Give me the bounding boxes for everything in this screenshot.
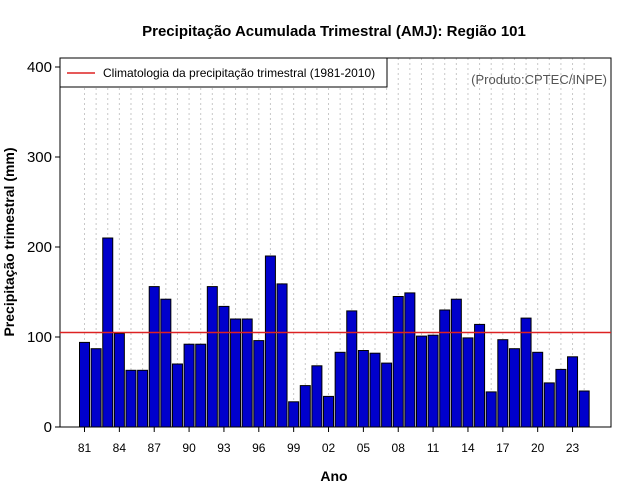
bar-2017	[497, 339, 509, 428]
bar-1994	[230, 318, 242, 428]
legend: Climatologia da precipitação trimestral …	[59, 57, 388, 88]
bars	[79, 237, 590, 428]
bar-2002	[323, 395, 335, 428]
bar-2003	[334, 351, 346, 428]
bar-1982	[90, 348, 102, 428]
grid-lines	[84, 58, 585, 427]
x-tick-label: 87	[148, 441, 162, 455]
x-tick-label: 90	[182, 441, 196, 455]
bar-1988	[160, 298, 172, 428]
bar-2019	[520, 317, 532, 428]
bar-1989	[171, 363, 183, 428]
bar-1992	[206, 286, 218, 428]
bar-1996	[253, 340, 265, 428]
y-tick-label: 300	[27, 149, 52, 166]
bar-2010	[415, 335, 427, 428]
x-axis: 81 84 87 90 93 96 99 02 05 08 11 14 17 20 23	[78, 426, 580, 455]
x-tick-label: 93	[217, 441, 231, 455]
x-tick-label: 99	[287, 441, 301, 455]
bar-1985	[125, 369, 137, 428]
bar-2014	[462, 337, 474, 428]
x-tick-label: 14	[461, 441, 475, 455]
bar-2007	[381, 362, 393, 428]
x-axis-label: Ano	[320, 468, 347, 484]
bar-2024	[578, 390, 590, 428]
y-tick-label: 0	[44, 419, 52, 436]
bar-1987	[148, 286, 160, 428]
bar-1997	[264, 255, 276, 428]
bar-2013	[450, 298, 462, 428]
bar-1999	[288, 401, 300, 428]
bar-1993	[218, 305, 230, 428]
x-tick-label: 11	[427, 441, 440, 455]
x-tick-label: 20	[531, 441, 545, 455]
bar-2005	[357, 350, 369, 428]
bar-1986	[137, 369, 149, 428]
y-axis-label: Precipitação trimestral (mm)	[1, 147, 17, 336]
y-tick-label: 100	[27, 329, 52, 346]
bar-1984	[113, 332, 125, 428]
chart-title: Precipitação Acumulada Trimestral (AMJ):…	[142, 23, 526, 40]
bar-2018	[508, 348, 520, 428]
bar-2023	[567, 356, 579, 428]
bar-2012	[439, 309, 451, 428]
bar-1991	[195, 343, 207, 428]
x-tick-label: 96	[252, 441, 266, 455]
bar-2008	[392, 296, 404, 428]
y-tick-label: 200	[27, 239, 52, 256]
x-tick-label: 02	[322, 441, 336, 455]
bar-2001	[311, 365, 323, 428]
x-tick-label: 05	[357, 441, 371, 455]
x-tick-label: 81	[78, 441, 92, 455]
y-axis: 0 100 200 300 400	[27, 59, 60, 436]
bar-1981	[79, 341, 90, 428]
y-tick-label: 400	[27, 59, 52, 76]
bar-2016	[485, 391, 497, 428]
x-tick-label: 08	[392, 441, 406, 455]
bar-2021	[543, 382, 555, 428]
x-tick-label: 23	[566, 441, 580, 455]
bar-2004	[346, 310, 358, 428]
bar-2006	[369, 352, 381, 428]
bar-2015	[474, 323, 486, 428]
legend-label: Climatologia da precipitação trimestral …	[103, 66, 375, 80]
bar-2011	[427, 334, 439, 428]
bar-2009	[404, 292, 416, 428]
bar-2020	[532, 351, 544, 428]
x-tick-label: 84	[113, 441, 127, 455]
source-annotation: (Produto:CPTEC/INPE)	[471, 72, 607, 87]
bar-2000	[299, 385, 311, 428]
bar-1998	[276, 283, 288, 428]
bar-1995	[241, 318, 253, 428]
bar-1990	[183, 343, 195, 428]
x-tick-label: 17	[496, 441, 510, 455]
legend-box	[59, 57, 388, 88]
bar-2022	[555, 368, 567, 428]
